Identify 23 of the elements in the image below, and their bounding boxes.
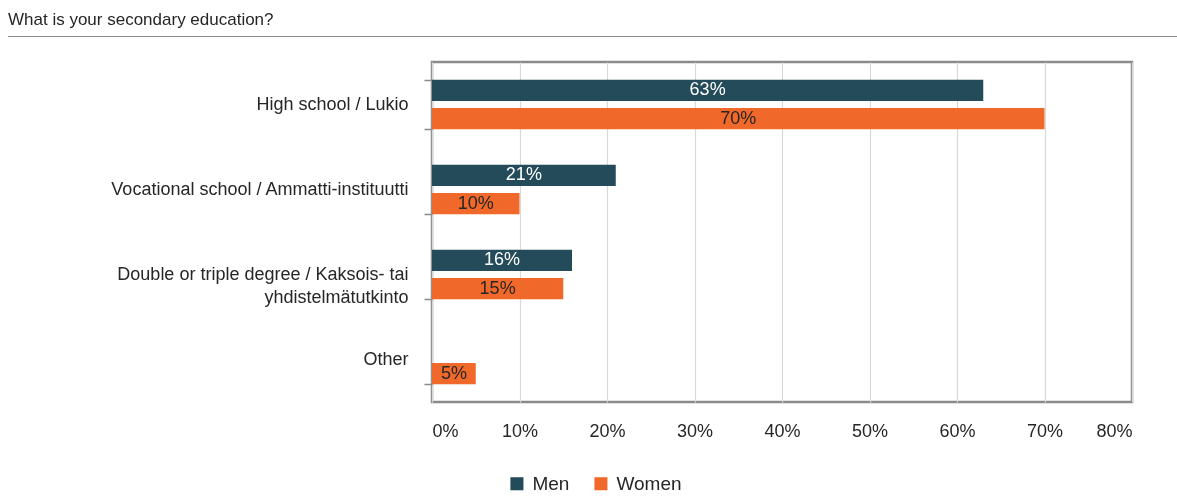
y-tick-label: Vocational school / Ammatti-instituutti: [111, 179, 409, 199]
x-tick-label: 30%: [676, 420, 714, 441]
x-tick-label: 60%: [939, 420, 976, 441]
legend-label: Men: [532, 472, 570, 494]
data-label: 5%: [440, 362, 467, 383]
y-tick-label: Double or triple degree / Kaksois- tai yhdistelmätutkinto: [117, 264, 409, 307]
x-tick-label: 0%: [432, 420, 459, 441]
x-tick-label: 80%: [1096, 420, 1133, 441]
x-tick-label: 70%: [1026, 420, 1064, 441]
text: What is your secondary education?: [8, 9, 274, 31]
data-label: 70%: [720, 107, 757, 128]
y-tick-label: Other: [363, 349, 409, 369]
x-tick-label: 40%: [764, 420, 801, 441]
data-label: 16%: [483, 249, 521, 270]
x-tick-label: 50%: [851, 420, 889, 441]
data-label: 21%: [505, 164, 542, 185]
x-tick-label: 20%: [589, 420, 626, 441]
data-label: 15%: [479, 277, 516, 298]
data-label: 10%: [457, 192, 494, 213]
data-label: 63%: [689, 79, 726, 100]
y-tick-label: High school / Lukio: [256, 94, 409, 114]
x-tick-label: 10%: [501, 420, 539, 441]
legend-label: Women: [616, 472, 682, 494]
